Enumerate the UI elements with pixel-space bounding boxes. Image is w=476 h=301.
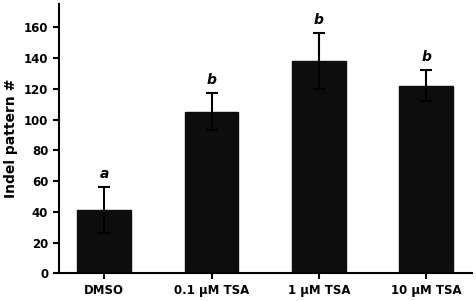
- Bar: [78, 210, 131, 273]
- Text: b: b: [207, 73, 217, 87]
- Text: b: b: [421, 50, 431, 64]
- Text: b: b: [314, 13, 324, 27]
- Y-axis label: Indel pattern #: Indel pattern #: [4, 79, 18, 198]
- Bar: [185, 112, 238, 273]
- Bar: [292, 61, 346, 273]
- Bar: [399, 86, 453, 273]
- Text: a: a: [99, 167, 109, 181]
